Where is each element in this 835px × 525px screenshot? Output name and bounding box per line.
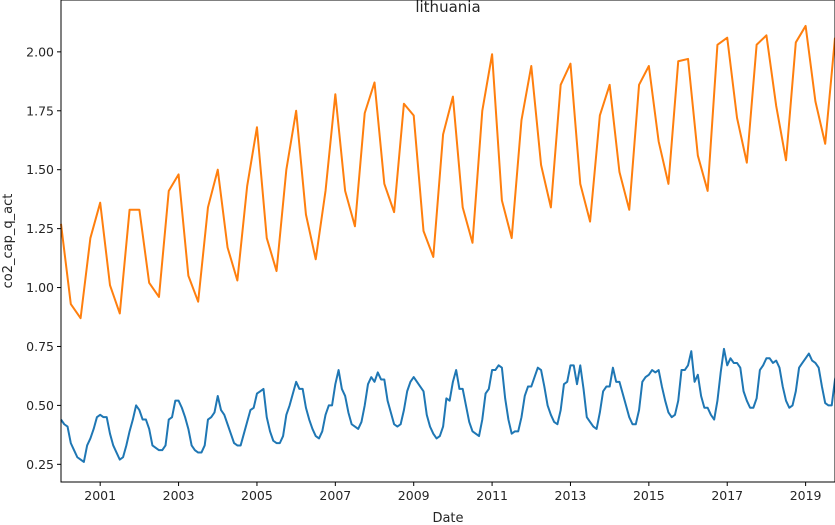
x-tick-label: 2001 — [84, 488, 116, 503]
x-tick-label: 2003 — [163, 488, 195, 503]
x-tick-label: 2015 — [633, 488, 665, 503]
y-tick-label: 1.00 — [26, 280, 54, 295]
x-tick-label: 2019 — [790, 488, 822, 503]
x-tick-label: 2017 — [711, 488, 743, 503]
x-tick-label: 2007 — [319, 488, 351, 503]
y-tick-label: 0.25 — [26, 457, 54, 472]
chart-title: lithuania — [415, 0, 480, 16]
y-tick-label: 1.50 — [26, 162, 54, 177]
series-line-1 — [60, 347, 835, 463]
y-tick-label: 1.25 — [26, 221, 54, 236]
y-tick-label: 1.75 — [26, 103, 54, 118]
x-tick-label: 2013 — [555, 488, 587, 503]
y-axis: 0.25 0.50 0.75 1.00 1.25 1.50 1.75 2.00 — [26, 44, 61, 472]
x-axis-label: Date — [432, 511, 463, 525]
plot-frame — [60, 0, 835, 483]
x-tick-label: 2011 — [476, 488, 508, 503]
y-tick-label: 0.75 — [26, 339, 54, 354]
series-layer — [60, 24, 835, 463]
y-axis-label: co2_cap_q_act — [1, 194, 16, 289]
y-tick-label: 0.50 — [26, 398, 54, 413]
x-tick-label: 2009 — [398, 488, 430, 503]
x-axis: 2001 2003 2005 2007 2009 2011 2013 2015 2017 2019 — [84, 482, 822, 503]
y-tick-label: 2.00 — [26, 44, 54, 59]
x-tick-label: 2005 — [241, 488, 273, 503]
series-line-2 — [60, 24, 835, 320]
